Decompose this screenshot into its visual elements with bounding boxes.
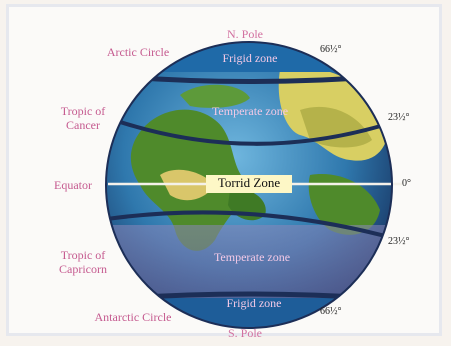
tropic-capricorn-line <box>106 210 392 242</box>
tropic-cancer-line <box>106 113 392 146</box>
antarctic-degree-label: 66½° <box>320 306 342 317</box>
antarctic-circle-label: Antarctic Circle <box>94 310 172 324</box>
south-temperate-zone-label: Temperate zone <box>213 250 291 264</box>
north-pole-label: N. Pole <box>227 27 263 41</box>
cancer-degree-label: 23½° <box>388 112 410 123</box>
tropic-cancer-label-line1: Tropic of <box>60 104 106 118</box>
tropic-capricorn-label-line2: Capricorn <box>59 262 107 276</box>
globe-outline <box>105 41 393 329</box>
capricorn-degree-label: 23½° <box>388 236 410 247</box>
torrid-zone-label: Torrid Zone <box>217 175 281 190</box>
equator-label: Equator <box>54 178 92 192</box>
south-frigid-zone-label: Frigid zone <box>226 296 282 310</box>
tropic-capricorn-label-line1: Tropic of <box>60 248 106 262</box>
land-east-icon <box>308 174 380 235</box>
arctic-circle-label: Arctic Circle <box>106 45 170 59</box>
north-frigid-zone-label: Frigid zone <box>222 51 278 65</box>
south-pole-label: S. Pole <box>227 326 262 340</box>
tropic-cancer-label-line2: Cancer <box>66 118 100 132</box>
torrid-label-bg <box>206 175 292 193</box>
arctic-degree-label: 66½° <box>320 44 342 55</box>
land-north-icon <box>180 84 250 108</box>
equator-degree-label: 0° <box>402 178 411 189</box>
land-northeast-shade-icon <box>300 106 372 148</box>
north-temperate-zone-label: Temperate zone <box>211 104 289 118</box>
